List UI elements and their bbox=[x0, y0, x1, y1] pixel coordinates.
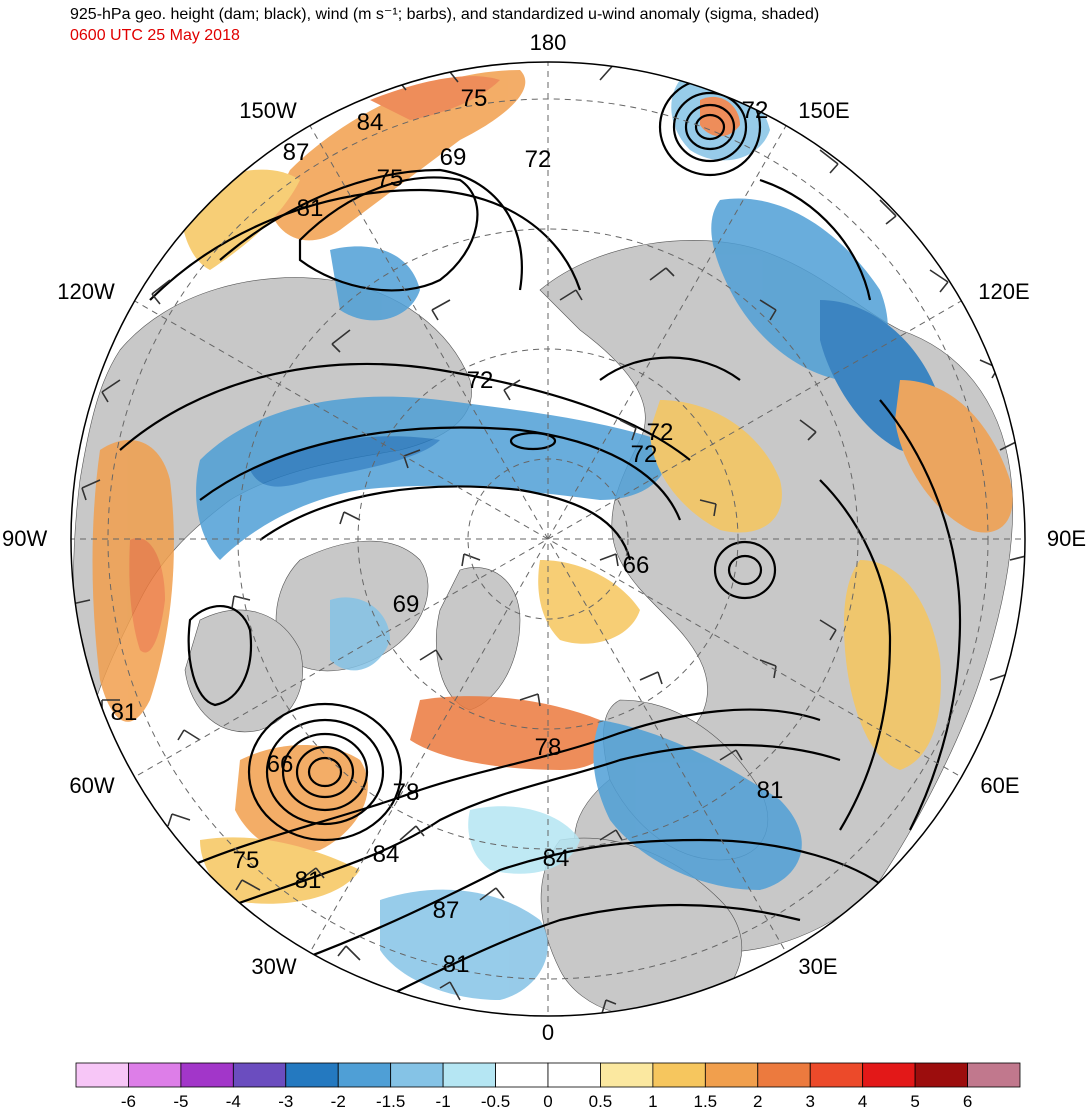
colorbar-swatch bbox=[862, 1062, 916, 1088]
contour-label: 66 bbox=[623, 552, 650, 579]
colorbar-tick-label: -2 bbox=[330, 1092, 346, 1111]
colorbar-tick-label: 0 bbox=[543, 1092, 553, 1111]
graticule bbox=[71, 62, 1025, 1016]
contour-label: 84 bbox=[373, 841, 400, 868]
colorbar-swatch bbox=[495, 1062, 549, 1088]
contour-label: 75 bbox=[377, 165, 404, 192]
valid-time: 0600 UTC 25 May 2018 bbox=[70, 27, 240, 44]
contour-label: 87 bbox=[283, 139, 310, 166]
colorbar-swatch bbox=[704, 1062, 759, 1088]
longitude-label-150w: 150W bbox=[239, 98, 297, 123]
contour-label: 72 bbox=[525, 146, 552, 173]
colorbar-swatch bbox=[442, 1062, 496, 1088]
wind-barbs bbox=[71, 62, 1025, 1016]
colorbar-swatch bbox=[75, 1062, 129, 1088]
contour-label: 72 bbox=[631, 441, 658, 468]
colorbar-tick-label: -5 bbox=[173, 1092, 189, 1111]
colorbar-swatch bbox=[180, 1062, 234, 1088]
colorbar-swatch bbox=[600, 1062, 654, 1088]
colorbar-swatch bbox=[967, 1062, 1021, 1088]
contour-label: 72 bbox=[467, 367, 494, 394]
colorbar-tick-label: 4 bbox=[857, 1092, 868, 1111]
colorbar-swatch bbox=[232, 1062, 287, 1088]
contour-label: 81 bbox=[443, 951, 470, 978]
longitude-label-60e: 60E bbox=[980, 773, 1019, 798]
colorbar-tick-label: 5 bbox=[910, 1092, 920, 1111]
longitude-label-120w: 120W bbox=[57, 279, 115, 304]
longitude-label-90e: 90E bbox=[1047, 526, 1086, 551]
longitude-label-30e: 30E bbox=[798, 954, 837, 979]
height-contours bbox=[119, 77, 962, 1001]
contour-label: 69 bbox=[440, 144, 467, 171]
colorbar-swatch bbox=[337, 1062, 392, 1088]
longitude-label-30w: 30W bbox=[251, 954, 296, 979]
longitude-label-0: 0 bbox=[542, 1020, 554, 1045]
colorbar bbox=[75, 1062, 1021, 1088]
colorbar-tick-label: -1 bbox=[435, 1092, 451, 1111]
contour-label: 72 bbox=[742, 97, 769, 124]
colorbar-tick-label: 1.5 bbox=[693, 1092, 718, 1111]
colorbar-swatch bbox=[547, 1062, 601, 1088]
colorbar-swatch bbox=[285, 1062, 339, 1088]
colorbar-tick-label: 1 bbox=[648, 1092, 658, 1111]
colorbar-swatch bbox=[128, 1062, 182, 1088]
colorbar-tick-label: -3 bbox=[278, 1092, 294, 1111]
contour-label: 87 bbox=[433, 897, 460, 924]
contour-label: 84 bbox=[543, 845, 570, 872]
colorbar-swatch bbox=[652, 1062, 706, 1088]
contour-label: 66 bbox=[267, 751, 294, 778]
contour-label: 78 bbox=[535, 734, 562, 761]
colorbar-tick-label: -1.5 bbox=[376, 1092, 406, 1111]
longitude-label-150e: 150E bbox=[798, 98, 849, 123]
contour-label: 75 bbox=[233, 847, 260, 874]
contour-label: 69 bbox=[393, 591, 420, 618]
contour-label: 81 bbox=[757, 777, 784, 804]
contour-label: 81 bbox=[295, 867, 322, 894]
colorbar-swatch bbox=[757, 1062, 811, 1088]
colorbar-tick-label: 3 bbox=[805, 1092, 815, 1111]
colorbar-tick-label: -0.5 bbox=[480, 1092, 511, 1111]
longitude-label-180: 180 bbox=[530, 30, 567, 55]
colorbar-swatch bbox=[914, 1062, 968, 1088]
contour-label: 84 bbox=[357, 109, 384, 136]
contour-label: 81 bbox=[111, 699, 138, 726]
chart-title: 925-hPa geo. height (dam; black), wind (… bbox=[70, 6, 820, 23]
contour-label: 72 bbox=[647, 419, 674, 446]
colorbar-tick-label: 6 bbox=[962, 1092, 973, 1111]
colorbar-swatch bbox=[390, 1062, 444, 1088]
contour-label: 78 bbox=[393, 779, 420, 806]
contour-label: 75 bbox=[461, 85, 488, 112]
longitude-label-90w: 90W bbox=[2, 526, 47, 551]
colorbar-tick-label: -4 bbox=[225, 1092, 241, 1111]
contour-label: 81 bbox=[297, 195, 324, 222]
colorbar-tick-label: 0.5 bbox=[588, 1092, 613, 1111]
map-boundary bbox=[70, 61, 1026, 1017]
longitude-label-60w: 60W bbox=[69, 773, 114, 798]
colorbar-swatch bbox=[809, 1062, 864, 1088]
colorbar-tick-label: -6 bbox=[120, 1092, 136, 1111]
longitude-label-120e: 120E bbox=[978, 279, 1029, 304]
colorbar-tick-label: 2 bbox=[753, 1092, 763, 1111]
